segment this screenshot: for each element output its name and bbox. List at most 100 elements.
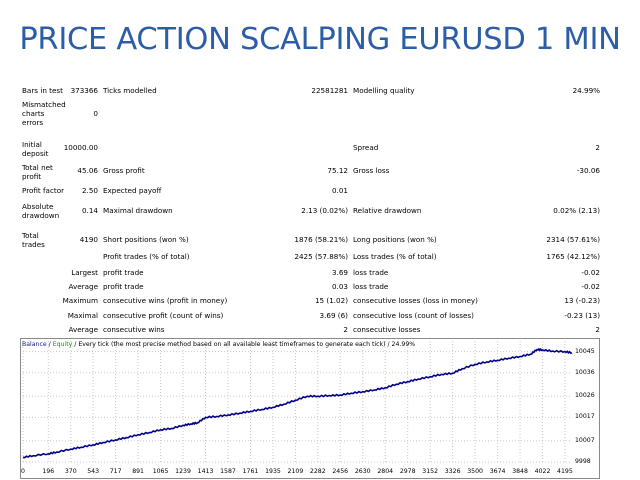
x-tick-label: 3326 <box>444 468 461 475</box>
y-tick-label: 10045 <box>575 347 595 355</box>
avg-consec-wins-value: 2 <box>343 325 348 334</box>
x-tick-label: 4022 <box>534 468 551 475</box>
x-tick-label: 2456 <box>332 468 349 475</box>
maximal-consec-profit-value: 3.69 (6) <box>319 311 348 320</box>
initial-deposit-label-2: deposit <box>22 149 49 158</box>
modelling-quality-label: Modelling quality <box>353 86 415 95</box>
legend-balance: Balance <box>22 341 47 348</box>
legend-description: / Every tick (the most precise method ba… <box>72 341 416 348</box>
y-tick-label: 10036 <box>575 368 595 376</box>
profit-factor-value: 2.50 <box>81 186 98 195</box>
total-trades-label-2: trades <box>22 240 45 249</box>
relative-drawdown-value: 0.02% (2.13) <box>553 206 600 215</box>
x-tick-label: 2630 <box>354 468 371 475</box>
legend-equity: Equity <box>52 341 73 348</box>
average-label: Average <box>68 282 98 291</box>
balance-chart: Balance / Equity / Every tick (the most … <box>20 338 600 479</box>
x-tick-label: 3848 <box>512 468 528 475</box>
absolute-drawdown-label-1: Absolute <box>22 202 54 211</box>
largest-profit-trade-value: 3.69 <box>331 268 348 277</box>
expected-payoff-value: 0.01 <box>331 186 348 195</box>
max-consec-wins-value: 15 (1.02) <box>314 296 348 305</box>
y-tick-label: 9998 <box>575 458 591 465</box>
x-tick-label: 717 <box>109 468 122 475</box>
x-tick-label: 3152 <box>422 468 439 475</box>
loss-trades-label: Loss trades (% of total) <box>353 252 437 261</box>
x-tick-label: 1413 <box>197 468 214 475</box>
maximal-consec-profit-label: consecutive profit (count of wins) <box>103 311 224 320</box>
long-positions-value: 2314 (57.61%) <box>546 235 600 244</box>
maximal-drawdown-value: 2.13 (0.02%) <box>301 206 348 215</box>
largest-loss-trade-label: loss trade <box>353 268 389 277</box>
long-positions-label: Long positions (won %) <box>353 235 437 244</box>
initial-deposit-value: 10000.00 <box>63 143 98 152</box>
ticks-modelled-label: Ticks modelled <box>103 86 157 95</box>
avg-consec-wins-label: consecutive wins <box>103 325 165 334</box>
gross-loss-value: -30.06 <box>576 166 600 175</box>
profit-trades-label: Profit trades (% of total) <box>103 252 190 261</box>
ticks-modelled-value: 22581281 <box>311 86 348 95</box>
y-tick-label: 10026 <box>575 392 595 400</box>
legend-separator: / <box>46 341 53 348</box>
x-tick-label: 196 <box>42 468 55 475</box>
max-consec-losses-label: consecutive losses (loss in money) <box>353 296 478 305</box>
total-trades-label-1: Total <box>22 231 39 240</box>
chart-frame <box>20 338 600 479</box>
avg-consec-losses-value: 2 <box>595 325 600 334</box>
total-net-profit-label-1: Total net <box>22 163 53 172</box>
mismatched-label-1: Mismatched <box>22 100 66 109</box>
x-tick-label: 370 <box>64 468 77 475</box>
maximal-label: Maximal <box>67 311 98 320</box>
largest-loss-trade-value: -0.02 <box>581 268 600 277</box>
x-tick-label: 1587 <box>220 468 236 475</box>
x-tick-label: 1935 <box>265 468 281 475</box>
y-tick-label: 10007 <box>575 436 595 444</box>
x-tick-label: 1761 <box>242 468 259 475</box>
maximal-drawdown-label: Maximal drawdown <box>103 206 173 215</box>
bars-in-test-label: Bars in test <box>22 86 63 95</box>
chart-lines <box>22 347 573 459</box>
total-net-profit-value: 45.06 <box>77 166 98 175</box>
mismatched-label-3: errors <box>22 118 44 127</box>
bars-in-test-value: 373366 <box>70 86 98 95</box>
spread-label: Spread <box>353 143 379 152</box>
x-tick-label: 2804 <box>377 468 394 475</box>
max-consec-wins-label: consecutive wins (profit in money) <box>103 296 228 305</box>
gross-loss-label: Gross loss <box>353 166 390 175</box>
x-tick-label: 4195 <box>557 468 573 475</box>
x-tick-label: 2282 <box>309 468 326 475</box>
average-loss-trade-label: loss trade <box>353 282 389 291</box>
profit-trades-value: 2425 (57.88%) <box>294 252 348 261</box>
x-tick-label: 3500 <box>467 468 483 475</box>
profit-factor-label: Profit factor <box>22 186 65 195</box>
maximal-consec-loss-label: consecutive loss (count of losses) <box>353 311 474 320</box>
x-tick-label: 1239 <box>175 468 191 475</box>
largest-profit-trade-label: profit trade <box>103 268 144 277</box>
average-profit-trade-value: 0.03 <box>331 282 348 291</box>
x-tick-label: 3674 <box>489 468 506 475</box>
mismatched-label-2: charts <box>22 109 45 118</box>
average-consecutive-label: Average <box>68 325 98 334</box>
modelling-quality-value: 24.99% <box>572 86 600 95</box>
average-profit-trade-label: profit trade <box>103 282 144 291</box>
x-tick-label: 1065 <box>152 468 169 475</box>
short-positions-value: 1876 (58.21%) <box>294 235 348 244</box>
gross-profit-label: Gross profit <box>103 166 145 175</box>
gross-profit-value: 75.12 <box>327 166 348 175</box>
initial-deposit-label-1: Initial <box>22 140 42 149</box>
largest-label: Largest <box>71 268 98 277</box>
balance-chart-svg <box>20 338 600 479</box>
short-positions-label: Short positions (won %) <box>103 235 189 244</box>
max-consec-losses-value: 13 (-0.23) <box>564 296 600 305</box>
spread-value: 2 <box>595 143 600 152</box>
x-tick-label: 2109 <box>287 468 304 475</box>
average-loss-trade-value: -0.02 <box>581 282 600 291</box>
x-tick-label: 543 <box>87 468 100 475</box>
expected-payoff-label: Expected payoff <box>103 186 162 195</box>
maximum-label: Maximum <box>62 296 98 305</box>
chart-legend: Balance / Equity / Every tick (the most … <box>22 341 415 348</box>
x-tick-label: 2978 <box>399 468 416 475</box>
loss-trades-value: 1765 (42.12%) <box>546 252 600 261</box>
avg-consec-losses-label: consecutive losses <box>353 325 421 334</box>
